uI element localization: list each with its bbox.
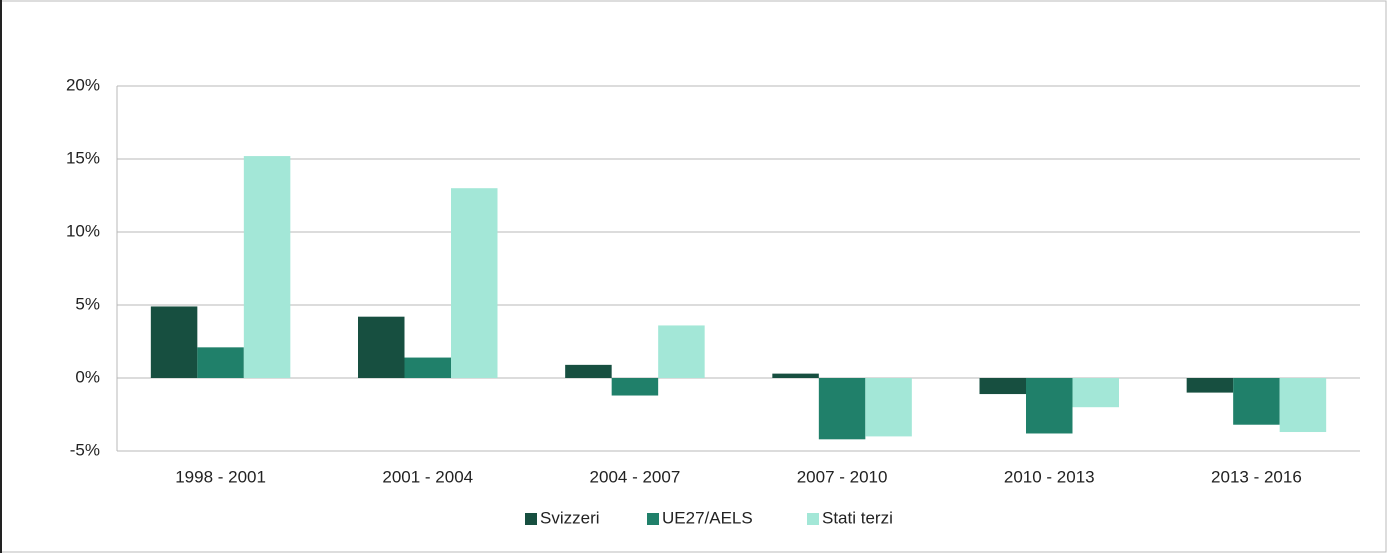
legend-swatch bbox=[647, 513, 659, 525]
y-tick-label: 5% bbox=[75, 294, 100, 313]
y-tick-label: 10% bbox=[66, 221, 100, 240]
bar bbox=[1186, 378, 1234, 393]
bar bbox=[404, 357, 451, 378]
bar bbox=[1072, 378, 1119, 408]
y-tick-label: 20% bbox=[66, 75, 100, 94]
bar bbox=[979, 378, 1026, 395]
x-tick-label: 2013 - 2016 bbox=[1211, 467, 1302, 486]
x-tick-label: 2010 - 2013 bbox=[1004, 467, 1095, 486]
y-tick-label: -5% bbox=[70, 440, 100, 459]
x-tick-label: 2004 - 2007 bbox=[590, 467, 681, 486]
legend-swatch bbox=[807, 513, 819, 525]
bar bbox=[150, 306, 198, 378]
bar bbox=[772, 373, 819, 378]
legend-label: Svizzeri bbox=[540, 508, 600, 527]
y-tick-label: 0% bbox=[75, 367, 100, 386]
bar bbox=[243, 156, 291, 378]
legend-swatch bbox=[525, 513, 537, 525]
x-tick-label: 2001 - 2004 bbox=[382, 467, 473, 486]
bar bbox=[358, 316, 405, 378]
legend-label: Stati terzi bbox=[822, 508, 893, 527]
bar bbox=[1279, 378, 1327, 433]
bar bbox=[1233, 378, 1280, 425]
y-tick-label: 15% bbox=[66, 148, 100, 167]
bar bbox=[1026, 378, 1073, 434]
x-tick-label: 1998 - 2001 bbox=[175, 467, 266, 486]
bar bbox=[865, 378, 912, 437]
bar bbox=[658, 325, 705, 378]
bar bbox=[818, 378, 866, 440]
x-tick-label: 2007 - 2010 bbox=[797, 467, 888, 486]
bar bbox=[451, 188, 498, 378]
legend-label: UE27/AELS bbox=[662, 508, 753, 527]
bar bbox=[197, 347, 244, 378]
bar bbox=[565, 364, 612, 378]
bar bbox=[611, 378, 659, 396]
